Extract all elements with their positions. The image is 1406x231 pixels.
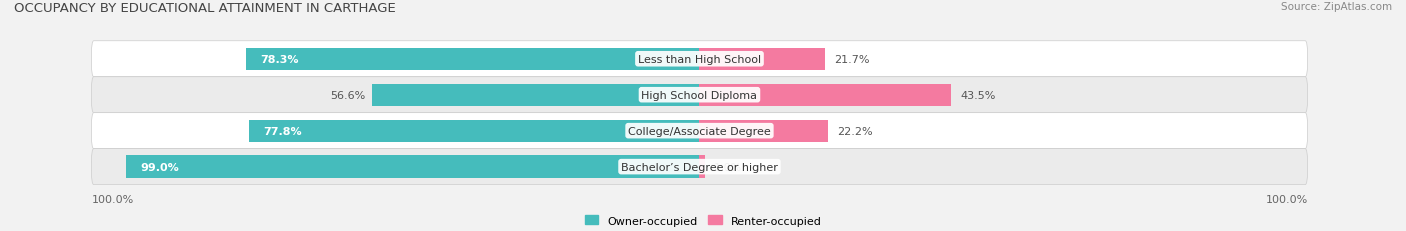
Text: 56.6%: 56.6% — [330, 90, 366, 100]
Text: 43.5%: 43.5% — [960, 90, 995, 100]
Bar — [371, 84, 699, 106]
FancyBboxPatch shape — [91, 42, 1308, 77]
Text: 1.0%: 1.0% — [714, 162, 742, 172]
Text: College/Associate Degree: College/Associate Degree — [628, 126, 770, 136]
Bar — [127, 156, 699, 178]
Bar — [699, 48, 825, 71]
Bar — [249, 120, 699, 142]
FancyBboxPatch shape — [91, 149, 1308, 185]
Text: OCCUPANCY BY EDUCATIONAL ATTAINMENT IN CARTHAGE: OCCUPANCY BY EDUCATIONAL ATTAINMENT IN C… — [14, 2, 396, 15]
Text: Bachelor’s Degree or higher: Bachelor’s Degree or higher — [621, 162, 778, 172]
Bar — [699, 156, 706, 178]
Text: 99.0%: 99.0% — [141, 162, 180, 172]
FancyBboxPatch shape — [91, 77, 1308, 113]
Text: 78.3%: 78.3% — [260, 55, 299, 64]
Text: 21.7%: 21.7% — [834, 55, 869, 64]
Bar — [699, 84, 952, 106]
Bar — [699, 120, 828, 142]
Text: Less than High School: Less than High School — [638, 55, 761, 64]
Bar — [246, 48, 699, 71]
Legend: Owner-occupied, Renter-occupied: Owner-occupied, Renter-occupied — [582, 213, 824, 228]
Text: High School Diploma: High School Diploma — [641, 90, 758, 100]
Text: Source: ZipAtlas.com: Source: ZipAtlas.com — [1281, 2, 1392, 12]
Text: 100.0%: 100.0% — [91, 194, 134, 204]
Text: 77.8%: 77.8% — [263, 126, 302, 136]
Text: 100.0%: 100.0% — [1265, 194, 1308, 204]
FancyBboxPatch shape — [91, 113, 1308, 149]
Text: 22.2%: 22.2% — [837, 126, 872, 136]
